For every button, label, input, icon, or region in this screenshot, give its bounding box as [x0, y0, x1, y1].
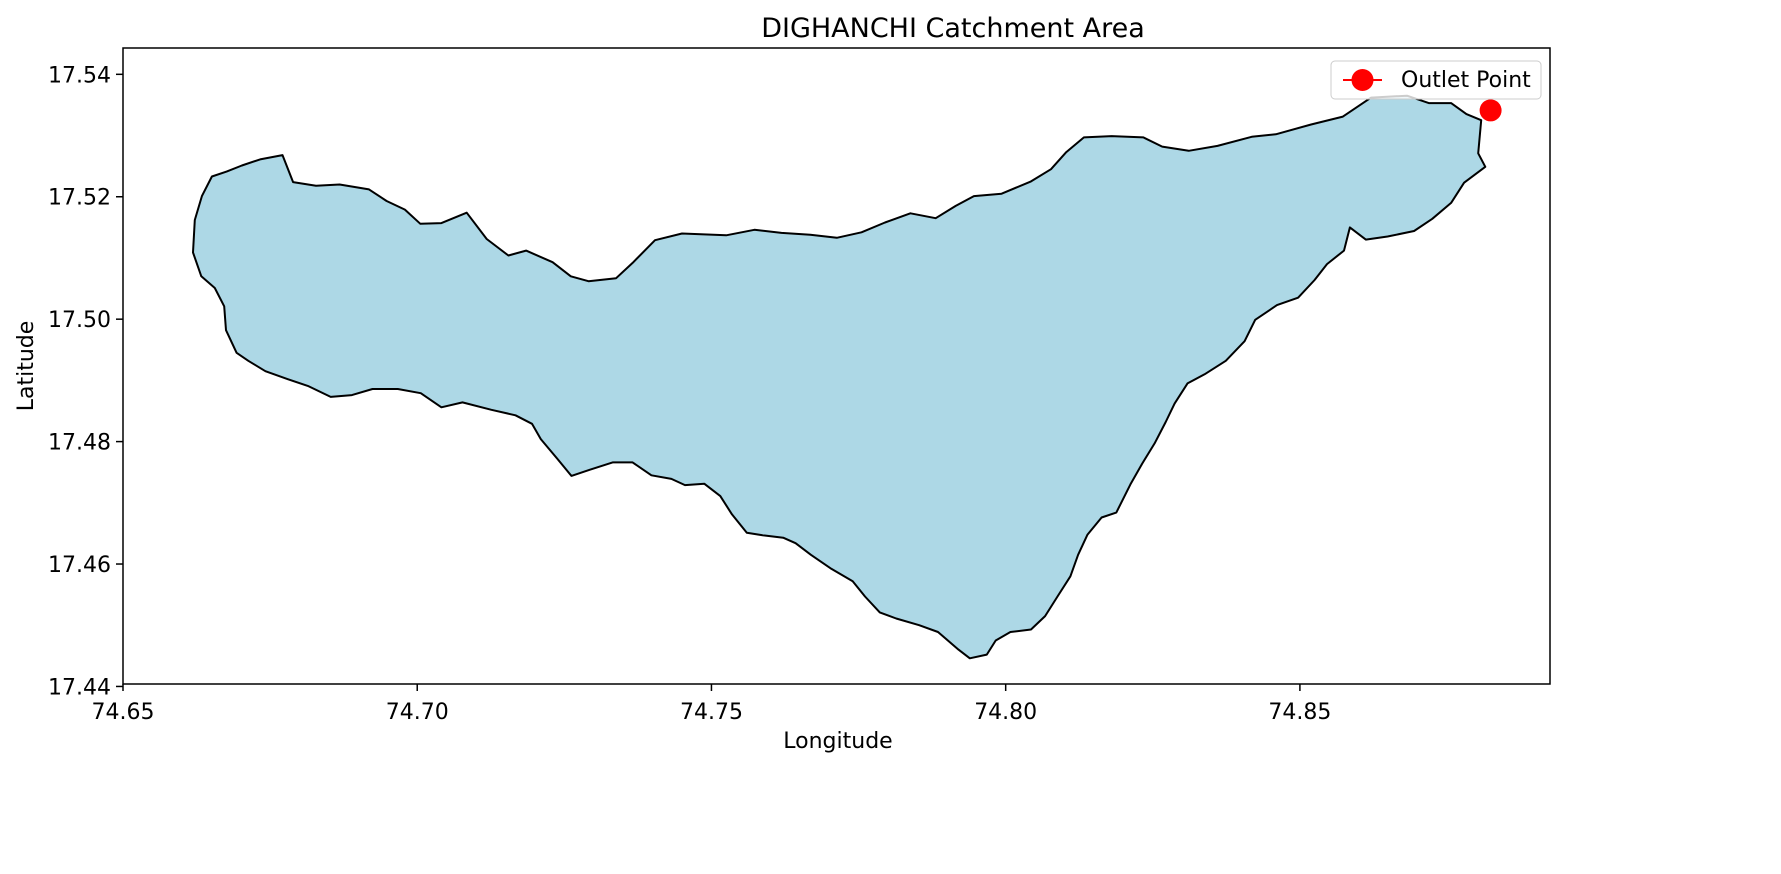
legend-outlet-label: Outlet Point: [1401, 68, 1531, 93]
y-tick-label: 17.44: [48, 675, 111, 700]
y-axis-ticks: 17.44 17.46 17.48 17.50 17.52 17.54: [48, 63, 123, 700]
x-tick-label: 74.85: [1268, 700, 1331, 725]
plot-area: 74.65 74.70 74.75 74.80 74.85 17.4417.4617.4…: [48, 47, 1551, 725]
y-tick-label: 17.48: [48, 431, 111, 456]
legend: Outlet Point: [1330, 60, 1542, 100]
x-tick-label: 74.65: [92, 700, 155, 725]
x-tick-label: 74.80: [974, 700, 1037, 725]
x-tick-label: 74.75: [680, 700, 743, 725]
legend-outlet-marker: [1351, 69, 1374, 91]
catchment-polygon: [192, 94, 1487, 660]
x-axis-ticks: 74.65 74.70 74.75 74.80 74.85: [92, 684, 1331, 725]
map-title: DIGHANCHI Catchment Area: [761, 13, 1145, 44]
y-tick-label: 17.50: [48, 308, 111, 333]
y-tick-label: 17.46: [48, 553, 111, 578]
axes-frame: [122, 47, 1551, 685]
y-axis-label: Latitude: [14, 321, 39, 412]
outlet-point-marker: [1479, 99, 1502, 122]
x-tick-label: 74.70: [386, 700, 449, 725]
y-tick-label: 17.52: [48, 186, 111, 211]
x-axis-label: Longitude: [783, 729, 892, 754]
legend-box: [1330, 60, 1542, 100]
y-tick-label: 17.54: [48, 63, 111, 88]
